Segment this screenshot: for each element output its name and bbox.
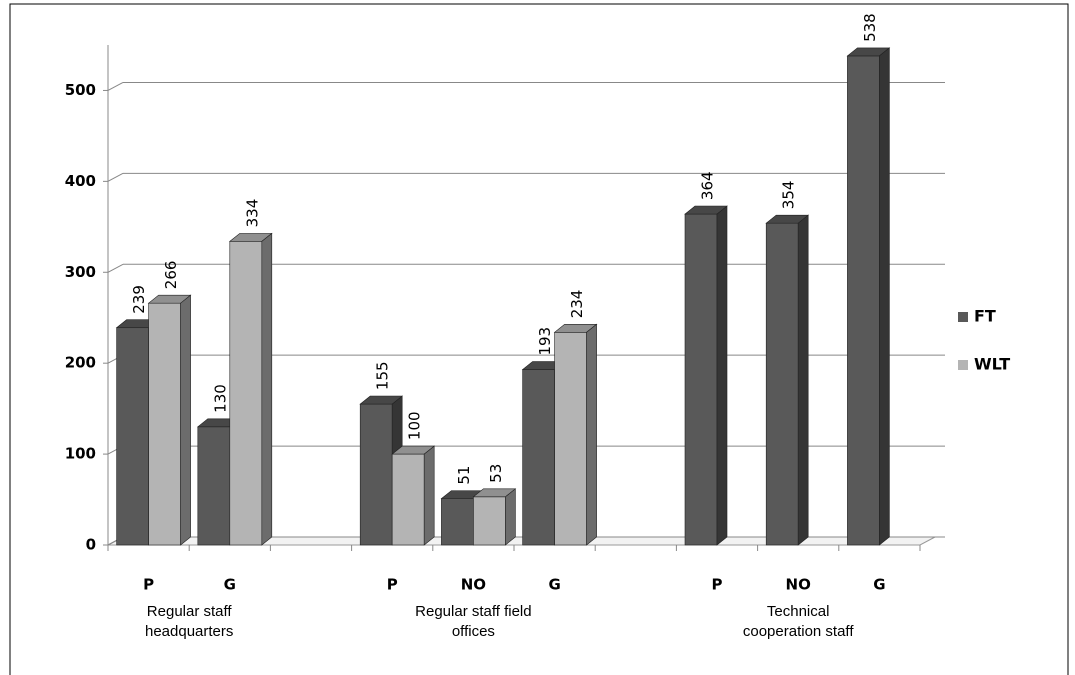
bar-front bbox=[116, 327, 149, 546]
bar-side bbox=[261, 232, 273, 546]
value-label: 51 bbox=[455, 466, 473, 485]
value-label: 100 bbox=[406, 411, 424, 440]
bar-front bbox=[522, 369, 555, 546]
bar-side bbox=[879, 47, 890, 546]
bar-side bbox=[180, 294, 191, 546]
bar bbox=[472, 488, 517, 546]
value-label: 334 bbox=[243, 199, 261, 228]
value-label: 354 bbox=[780, 181, 798, 210]
y-tick-label: 500 bbox=[65, 81, 96, 99]
legend-label: WLT bbox=[974, 355, 1010, 374]
bar bbox=[846, 47, 891, 546]
bar-side bbox=[586, 323, 597, 546]
bar bbox=[228, 232, 273, 546]
bar bbox=[391, 445, 436, 546]
y-tick-label: 300 bbox=[65, 263, 96, 281]
x-tick-label: P bbox=[712, 576, 723, 594]
y-tick-label: 200 bbox=[65, 354, 96, 372]
bar-side bbox=[505, 488, 516, 546]
value-label: 234 bbox=[568, 290, 586, 319]
value-label: 538 bbox=[861, 13, 879, 42]
x-tick-label: NO bbox=[786, 576, 811, 594]
bar-front bbox=[554, 331, 587, 546]
legend-label: FT bbox=[974, 307, 996, 326]
value-label: 193 bbox=[536, 327, 554, 356]
x-tick-label: P bbox=[143, 576, 154, 594]
bar-front bbox=[229, 241, 263, 546]
y-tick-label: 100 bbox=[65, 445, 96, 463]
group-label: Regular staff field offices bbox=[415, 603, 532, 640]
group-label: Technical cooperation staff bbox=[742, 603, 854, 640]
bar-front bbox=[441, 498, 474, 546]
bar-front bbox=[148, 302, 181, 546]
bar-side bbox=[797, 214, 809, 546]
grid-line bbox=[107, 81, 945, 91]
grid-line-part bbox=[107, 172, 124, 182]
value-label: 364 bbox=[699, 171, 717, 200]
bar-side bbox=[423, 445, 435, 546]
bar-front bbox=[391, 453, 425, 546]
x-tick-label: G bbox=[873, 576, 885, 594]
legend-swatch bbox=[958, 360, 968, 370]
bar bbox=[147, 294, 192, 546]
bar-front bbox=[197, 426, 231, 546]
y-tick-label: 400 bbox=[65, 172, 96, 190]
grid-line-part bbox=[107, 82, 124, 91]
frame bbox=[9, 3, 1069, 675]
x-tick-label: P bbox=[387, 576, 398, 594]
y-tick-label: 0 bbox=[86, 536, 96, 554]
bar bbox=[684, 205, 728, 546]
bar-front bbox=[684, 213, 718, 546]
value-label: 155 bbox=[374, 361, 392, 390]
x-tick-label: G bbox=[224, 576, 236, 594]
value-label: 53 bbox=[487, 464, 505, 483]
bar-side bbox=[716, 205, 728, 546]
bar bbox=[765, 214, 810, 546]
x-tick-label: G bbox=[548, 576, 560, 594]
grid-line-part bbox=[107, 263, 124, 273]
value-label: 239 bbox=[130, 285, 148, 314]
group-label: Regular staff headquarters bbox=[144, 603, 234, 640]
x-tick-label: NO bbox=[461, 576, 486, 594]
bar-front bbox=[765, 222, 799, 546]
bar bbox=[553, 323, 598, 546]
grid-line bbox=[107, 172, 945, 182]
value-label: 130 bbox=[211, 384, 229, 413]
bar-front bbox=[473, 496, 506, 546]
bar-front bbox=[847, 55, 880, 546]
value-label: 266 bbox=[162, 261, 180, 290]
legend-swatch bbox=[958, 312, 968, 322]
bar-front bbox=[359, 403, 393, 546]
